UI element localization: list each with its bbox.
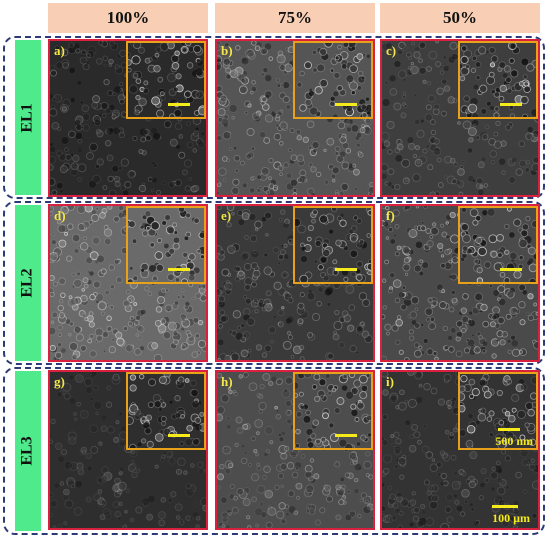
- sem-panel-h: h): [215, 370, 375, 530]
- inset-zoom: [126, 41, 206, 119]
- row-label-el1: EL1: [15, 40, 41, 195]
- sem-panel-d: d): [48, 204, 208, 362]
- row-group-el2: [3, 201, 545, 365]
- row-group-el3: [3, 367, 545, 535]
- panel-letter: g): [54, 374, 65, 389]
- main-scale-label: 100 µm: [492, 511, 530, 525]
- row-label-el2-text: EL2: [19, 268, 36, 298]
- inset-zoom: [293, 206, 373, 284]
- sem-panel-c: c): [380, 39, 540, 197]
- panel-letter: e): [221, 208, 232, 223]
- inset-zoom: [293, 41, 373, 119]
- inset-scale-bar: [500, 268, 522, 271]
- sem-panel-g: g): [48, 370, 208, 530]
- inset-scale-bar: [335, 434, 357, 437]
- inset-scale-bar: [168, 103, 190, 106]
- sem-panel-f: f): [380, 204, 540, 362]
- row-group-el1: [3, 36, 545, 199]
- inset-zoom: [458, 206, 538, 284]
- row-label-el2: EL2: [15, 205, 41, 361]
- column-header-50: 50%: [380, 3, 540, 33]
- sem-panel-a: a): [48, 39, 208, 197]
- panel-letter: b): [221, 43, 233, 58]
- inset-zoom: [458, 41, 538, 119]
- inset-scale-label: 500 nm: [495, 434, 533, 448]
- panel-letter: a): [54, 43, 65, 58]
- inset-scale-bar: [500, 103, 522, 106]
- inset-scale-bar: [498, 428, 520, 431]
- inset-scale-bar: [168, 268, 190, 271]
- inset-zoom: 500 nm: [458, 372, 538, 450]
- inset-zoom: [126, 206, 206, 284]
- inset-zoom: [293, 372, 373, 450]
- inset-zoom: [126, 372, 206, 450]
- sem-panel-e: e): [215, 204, 375, 362]
- row-label-el3-text: EL3: [19, 436, 36, 466]
- panel-letter: d): [54, 208, 66, 223]
- row-label-el1-text: EL1: [19, 102, 36, 133]
- inset-scale-bar: [168, 434, 190, 437]
- inset-scale-bar: [335, 103, 357, 106]
- column-header-100: 100%: [48, 3, 208, 33]
- panel-letter: h): [221, 374, 233, 389]
- main-scale-bar: [492, 505, 518, 508]
- panel-letter: i): [386, 374, 394, 389]
- panel-letter: c): [386, 43, 397, 58]
- column-header-75: 75%: [215, 3, 375, 33]
- inset-scale-bar: [335, 268, 357, 271]
- sem-panel-b: b): [215, 39, 375, 197]
- row-label-el3: EL3: [15, 371, 41, 531]
- panel-letter: f): [386, 208, 395, 223]
- sem-panel-i: i) 500 nm 100 µm: [380, 370, 540, 530]
